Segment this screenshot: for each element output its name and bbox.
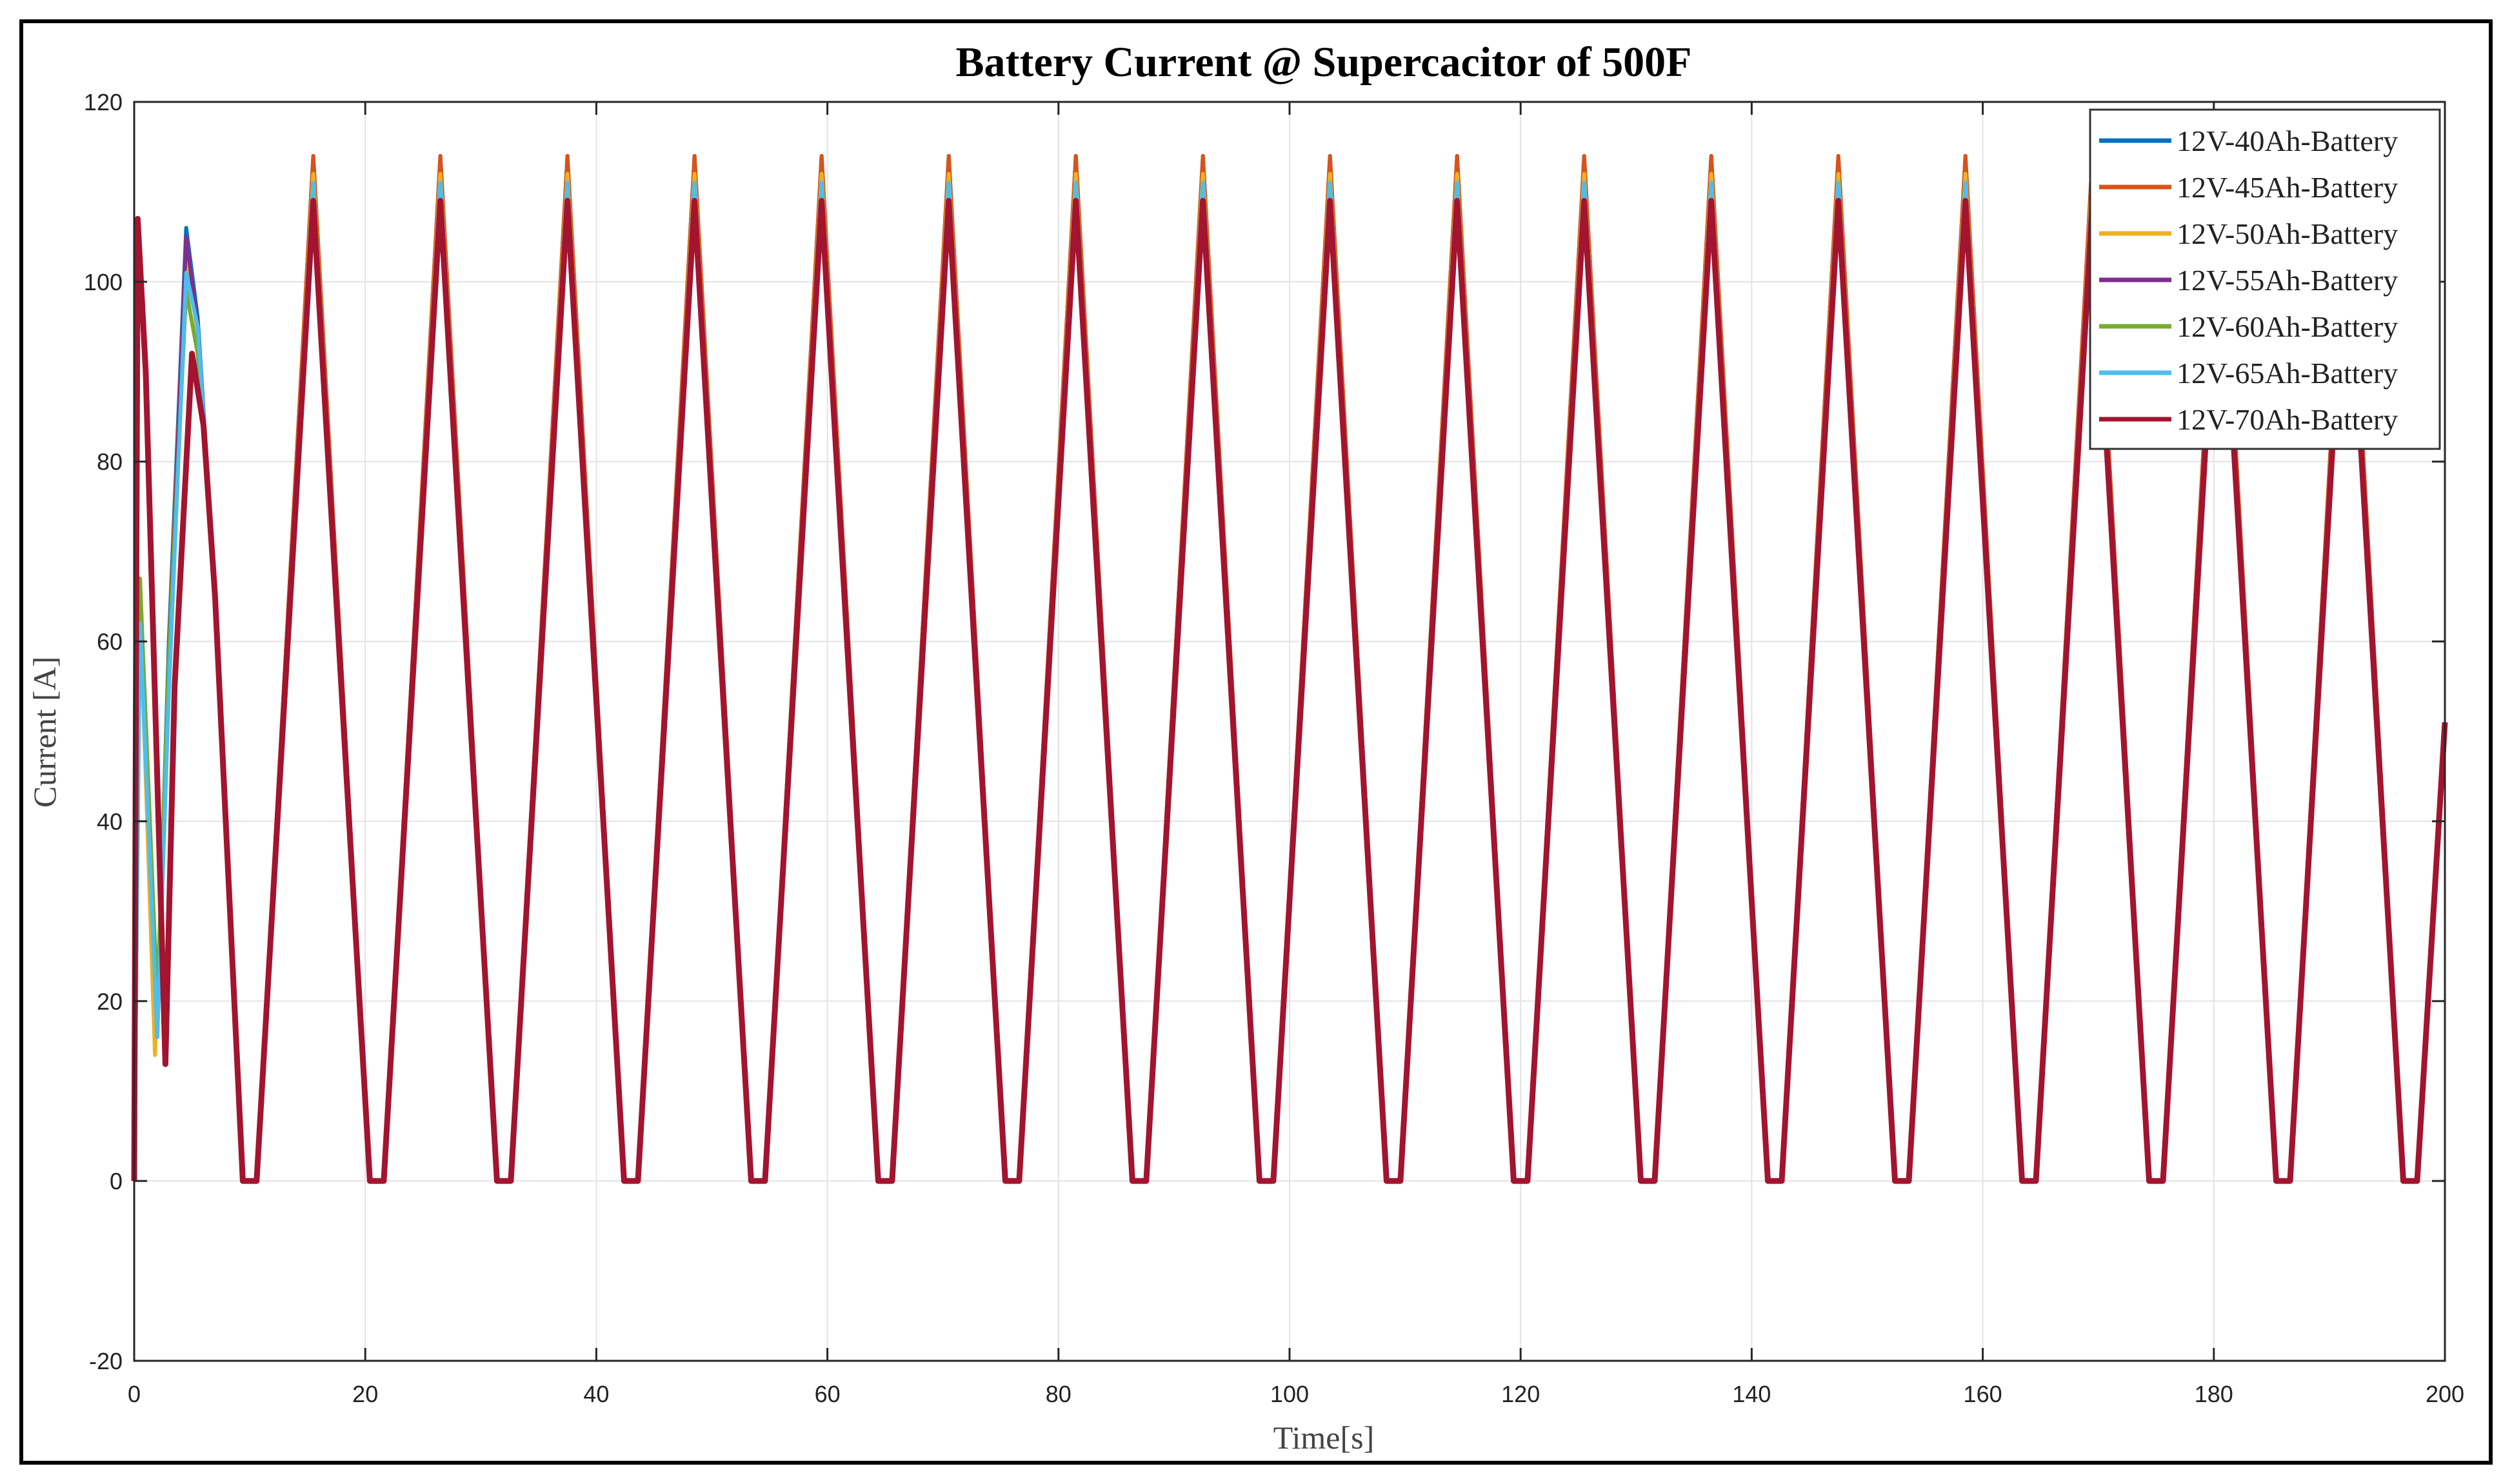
legend-entry[interactable]: 12V-70Ah-Battery	[2177, 403, 2398, 436]
x-tick-label: 40	[583, 1381, 609, 1407]
axes	[133, 101, 2446, 1362]
series-line-12v-70ah-battery	[131, 197, 2448, 1184]
y-tick-label: 40	[97, 808, 123, 835]
y-tick-label: 20	[97, 988, 123, 1014]
legend-entry[interactable]: 12V-45Ah-Battery	[2177, 171, 2398, 204]
legend-entry[interactable]: 12V-55Ah-Battery	[2177, 264, 2398, 297]
x-tick-label: 180	[2195, 1381, 2233, 1407]
x-tick-label: 60	[815, 1381, 841, 1407]
y-tick-label: 0	[110, 1168, 123, 1194]
chart-title: Battery Current @ Supercacitor of 500F	[955, 39, 1691, 86]
y-tick-label: 100	[84, 269, 123, 295]
x-tick-label: 120	[1501, 1381, 1540, 1407]
y-axis-label: Current [A]	[26, 657, 63, 808]
x-tick-label: 80	[1046, 1381, 1072, 1407]
x-tick-label: 140	[1732, 1381, 1771, 1407]
series-lines	[131, 153, 2448, 1184]
legend-entry[interactable]: 12V-50Ah-Battery	[2177, 217, 2398, 250]
legend[interactable]: 12V-40Ah-Battery 12V-45Ah-Battery 12V-50Ah…	[2089, 108, 2441, 450]
x-tick-label: 160	[1964, 1381, 2002, 1407]
x-tick-label: 200	[2426, 1381, 2464, 1407]
y-tick-label: -20	[89, 1348, 123, 1374]
x-tick-label: 100	[1270, 1381, 1309, 1407]
y-tick-label: 60	[97, 629, 123, 655]
x-axis-label: Time[s]	[1273, 1420, 1375, 1456]
y-tick-label: 80	[97, 449, 123, 475]
legend-entry[interactable]: 12V-60Ah-Battery	[2177, 310, 2398, 343]
x-tick-label: 20	[352, 1381, 378, 1407]
legend-entry[interactable]: 12V-65Ah-Battery	[2177, 357, 2398, 390]
legend-entry[interactable]: 12V-40Ah-Battery	[2177, 124, 2398, 157]
tick-labels: 0 20 40 60 80 100 120 140 160 180 200-200204060801…	[84, 89, 2464, 1407]
y-tick-label: 120	[84, 89, 123, 115]
figure-frame	[19, 19, 2493, 1465]
x-tick-label: 0	[128, 1381, 141, 1407]
